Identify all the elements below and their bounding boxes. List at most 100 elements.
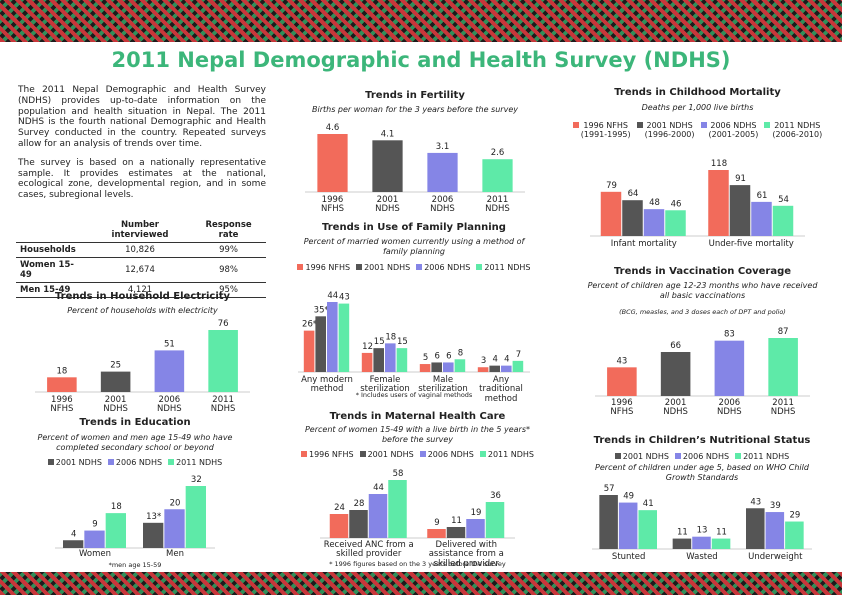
category-label: 2001 NDHS	[663, 398, 688, 418]
category-label: Wasted	[686, 552, 718, 562]
bar	[489, 365, 500, 372]
value-label: 26*	[302, 320, 317, 330]
table-cell: 10,826	[88, 242, 192, 258]
legend-text: 2001 NDHS	[56, 458, 102, 467]
bar	[419, 364, 431, 372]
chart-title: Trends in Childhood Mortality	[614, 87, 781, 98]
legend-text: 2006 NDHS	[116, 458, 162, 467]
legend: 2001 NDHS 2006 NDHS 2011 NDHS	[562, 452, 842, 461]
value-label: 6	[446, 351, 451, 361]
intro-paragraph: The survey is based on a nationally repr…	[18, 157, 266, 201]
value-label: 11	[716, 528, 727, 538]
legend-swatch	[700, 122, 707, 128]
chart-title: Trends in Use of Family Planning	[322, 222, 506, 233]
legend-swatch	[419, 451, 426, 457]
legend-swatch	[107, 459, 114, 465]
legend-item: 2006 NDHS	[674, 452, 730, 461]
bar	[607, 367, 637, 396]
bar	[84, 530, 105, 548]
legend-label: 2011 NDHS	[487, 450, 534, 459]
category-label: 2006 NDHS	[157, 395, 182, 415]
value-label: 2.6	[491, 148, 505, 158]
bar	[349, 510, 368, 538]
category-label: Infant mortality	[610, 239, 677, 249]
category-label: Any modern method	[301, 375, 353, 395]
category-label: 2001 NDHS	[375, 195, 400, 215]
value-label: 39	[770, 501, 781, 511]
value-label: 87	[778, 327, 789, 337]
legend-swatch	[614, 453, 621, 459]
table-row: Men 15-49 4,121 95%	[16, 282, 266, 298]
legend-label: 2006 NDHS	[682, 452, 730, 461]
legend-text: 2001 NDHS (1996-2000)	[645, 121, 695, 139]
legend-label: 2001 NDHS	[646, 121, 693, 130]
table-cell: 12,674	[88, 257, 192, 283]
legend-item: 2001 NDHS	[356, 263, 410, 272]
value-label: 58	[393, 469, 404, 479]
bar	[660, 352, 691, 396]
bar	[665, 210, 686, 236]
bar	[485, 502, 505, 538]
chart-title: Trends in Maternal Health Care	[329, 411, 506, 422]
bar	[599, 495, 618, 549]
legend-text: 2001 NDHS	[623, 452, 669, 461]
bar	[643, 209, 665, 236]
bar	[785, 521, 804, 549]
value-label: 13*	[146, 512, 161, 522]
legend-label: 2011 NDHS	[484, 263, 531, 272]
table-header: Number interviewed Response rate	[16, 218, 266, 243]
legend-item: 2001 NDHS	[47, 458, 102, 467]
bar	[47, 377, 77, 392]
table-cell: 95%	[191, 282, 266, 298]
legend-text: 2011 NDHS	[488, 450, 534, 459]
value-label: 36	[490, 491, 501, 501]
bar	[368, 494, 388, 538]
legend-item: 2001 NDHS (1996-2000)	[636, 121, 695, 139]
legend-label: 2001 NDHS	[622, 452, 669, 461]
bar	[427, 529, 446, 538]
value-label: 25	[110, 361, 121, 371]
value-label: 15	[374, 337, 385, 347]
chart-note: * Includes users of vaginal methods	[355, 391, 473, 399]
category-label: 2006 NDHS	[430, 195, 455, 215]
bar	[482, 159, 513, 192]
category-label: Received ANC from a skilled provider	[323, 540, 414, 560]
legend-item: 1996 NFHS	[300, 450, 354, 459]
bar	[315, 316, 326, 372]
value-label: 19	[471, 508, 482, 518]
legend-text: 2011 NDHS (2006-2010)	[772, 121, 822, 139]
legend-swatch	[764, 122, 771, 128]
chart-title: Trends in Fertility	[365, 90, 465, 101]
value-label: 41	[643, 499, 654, 509]
value-label: 3	[481, 356, 486, 366]
bar	[454, 359, 466, 372]
chart-subtitle: Deaths per 1,000 live births	[641, 103, 754, 112]
value-label: 12	[362, 342, 373, 352]
bar	[373, 348, 384, 372]
value-label: 43	[339, 293, 350, 303]
table-cell: Households	[16, 242, 89, 258]
bar	[618, 502, 638, 549]
value-label: 8	[458, 348, 463, 358]
value-label: 29	[789, 511, 800, 521]
table-cell: Women 15-49	[16, 257, 89, 283]
bar	[765, 512, 785, 549]
value-label: 5	[423, 353, 428, 363]
chart-title: Trends in Household Electricity	[54, 291, 231, 302]
category-label: 2001 NDHS	[103, 395, 128, 415]
top-pattern	[0, 0, 842, 42]
legend: 1996 NFHS 2001 NDHS 2006 NDHS 2011 NDHS	[274, 263, 554, 272]
chart-title: Trends in Education	[79, 417, 191, 428]
value-label: 4.6	[326, 123, 340, 133]
value-label: 18	[56, 366, 67, 376]
chart-subtitle: Percent of women and men age 15-49 who h…	[37, 433, 233, 452]
table-row: Women 15-49 12,674 98%	[16, 257, 266, 283]
legend-swatch	[735, 453, 742, 459]
legend-label: 2006 NDHS	[710, 121, 757, 130]
legend-item: 2001 NDHS	[359, 450, 414, 459]
value-label: 13	[697, 526, 708, 536]
legend: 1996 NFHS 2001 NDHS 2006 NDHS 2011 NDHS	[278, 450, 558, 459]
bar	[63, 540, 84, 548]
category-label: Underweight	[748, 552, 803, 562]
